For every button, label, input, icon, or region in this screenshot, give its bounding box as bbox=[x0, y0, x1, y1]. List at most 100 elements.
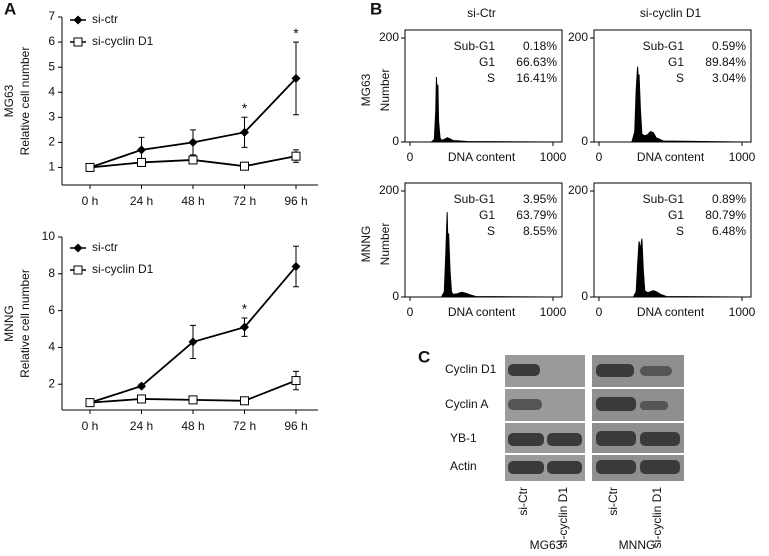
y-tick-label: 200 bbox=[568, 183, 588, 197]
annotation: * bbox=[293, 25, 299, 41]
stat-value: 0.59% bbox=[712, 39, 746, 53]
stat-value: 89.84% bbox=[705, 55, 746, 69]
y-tick-label: 200 bbox=[379, 183, 399, 197]
band bbox=[508, 461, 544, 474]
marker bbox=[240, 127, 249, 137]
stat-value: 3.04% bbox=[712, 71, 746, 85]
stat-value: 16.41% bbox=[516, 71, 557, 85]
stat-name: G1 bbox=[668, 55, 684, 69]
y-tick-label: 0 bbox=[581, 289, 588, 303]
blot-protein: Actin bbox=[450, 459, 477, 473]
stat-name: S bbox=[487, 224, 495, 238]
stat-name: S bbox=[676, 71, 684, 85]
marker bbox=[240, 322, 249, 332]
band bbox=[508, 399, 542, 410]
marker bbox=[240, 396, 249, 406]
marker bbox=[188, 137, 198, 147]
band bbox=[508, 433, 544, 446]
stat-value: 66.63% bbox=[516, 55, 557, 69]
y-tick-label: 2 bbox=[48, 376, 55, 390]
x-axis-label: DNA content bbox=[448, 150, 516, 164]
stat-name: G1 bbox=[668, 208, 684, 222]
marker bbox=[137, 394, 146, 404]
stat-name: G1 bbox=[479, 55, 495, 69]
blot-protein: Cyclin D1 bbox=[445, 362, 497, 376]
legend-label: si-ctr bbox=[92, 12, 118, 26]
band bbox=[547, 433, 582, 446]
chart-title: si-cyclin D1 bbox=[640, 6, 702, 20]
legend-label: si-cyclin D1 bbox=[92, 34, 154, 48]
band bbox=[640, 432, 680, 446]
x-tick-label: 48 h bbox=[181, 419, 204, 433]
panel-label: B bbox=[370, 0, 382, 18]
histogram-area bbox=[631, 66, 743, 143]
stat-name: S bbox=[487, 71, 495, 85]
y-tick-label: 200 bbox=[379, 30, 399, 44]
stat-name: S bbox=[676, 224, 684, 238]
y-tick-label: 4 bbox=[48, 84, 55, 98]
x-axis-label: DNA content bbox=[448, 305, 516, 319]
y-axis-label: Number bbox=[378, 69, 392, 112]
stat-name: Sub-G1 bbox=[454, 39, 496, 53]
marker bbox=[137, 157, 146, 167]
lane-label: si-Ctr bbox=[606, 487, 620, 516]
histogram-area bbox=[441, 212, 554, 298]
legend-marker bbox=[73, 37, 83, 47]
band bbox=[596, 397, 636, 411]
marker bbox=[291, 261, 301, 271]
x-tick-label: 0 h bbox=[82, 419, 99, 433]
band bbox=[508, 364, 540, 376]
y-tick-label: 8 bbox=[48, 266, 55, 280]
blot-protein: YB-1 bbox=[450, 431, 477, 445]
panel-label: C bbox=[418, 347, 430, 366]
row-label: MG63 bbox=[2, 84, 16, 117]
stat-value: 63.79% bbox=[516, 208, 557, 222]
y-tick-label: 0 bbox=[392, 134, 399, 148]
band bbox=[596, 460, 636, 474]
stat-value: 0.18% bbox=[523, 39, 557, 53]
x-tick-label: 72 h bbox=[233, 419, 256, 433]
marker bbox=[291, 73, 301, 83]
stat-value: 0.89% bbox=[712, 192, 746, 206]
row-label: MG63 bbox=[359, 73, 373, 106]
y-axis-label: Relative cell number bbox=[18, 47, 32, 156]
y-tick-label: 4 bbox=[48, 340, 55, 354]
marker bbox=[188, 395, 198, 405]
annotation: * bbox=[242, 301, 248, 317]
lane-label: si-cyclin D1 bbox=[650, 487, 664, 549]
x-tick-label: 1000 bbox=[540, 150, 567, 164]
row-label: MNNG bbox=[2, 305, 16, 342]
group-label: MNNG bbox=[619, 538, 656, 552]
x-tick-label: 0 bbox=[407, 305, 414, 319]
y-tick-label: 6 bbox=[48, 303, 55, 317]
y-tick-label: 10 bbox=[42, 229, 56, 243]
x-tick-label: 24 h bbox=[130, 419, 153, 433]
chart-title: si-Ctr bbox=[467, 6, 496, 20]
marker bbox=[240, 161, 249, 171]
panel-label: A bbox=[4, 0, 16, 18]
y-tick-label: 5 bbox=[48, 59, 55, 73]
stat-name: Sub-G1 bbox=[454, 192, 496, 206]
x-tick-label: 1000 bbox=[729, 305, 756, 319]
histogram-area bbox=[632, 238, 743, 298]
y-tick-label: 3 bbox=[48, 109, 55, 123]
marker bbox=[291, 376, 301, 386]
y-tick-label: 2 bbox=[48, 135, 55, 149]
y-tick-label: 200 bbox=[568, 30, 588, 44]
lane-label: si-cyclin D1 bbox=[556, 487, 570, 549]
lane-label: si-Ctr bbox=[516, 487, 530, 516]
y-axis-label: Relative cell number bbox=[18, 269, 32, 378]
stat-value: 8.55% bbox=[523, 224, 557, 238]
row-label: MNNG bbox=[359, 226, 373, 263]
stat-value: 6.48% bbox=[712, 224, 746, 238]
x-tick-label: 0 bbox=[407, 150, 414, 164]
band bbox=[547, 461, 582, 474]
x-tick-label: 0 bbox=[596, 150, 603, 164]
y-tick-label: 0 bbox=[581, 134, 588, 148]
y-tick-label: 1 bbox=[48, 160, 55, 174]
x-tick-label: 96 h bbox=[284, 194, 307, 208]
group-label: MG63 bbox=[530, 538, 563, 552]
stat-name: G1 bbox=[479, 208, 495, 222]
blot-protein: Cyclin A bbox=[445, 397, 488, 411]
stat-value: 80.79% bbox=[705, 208, 746, 222]
